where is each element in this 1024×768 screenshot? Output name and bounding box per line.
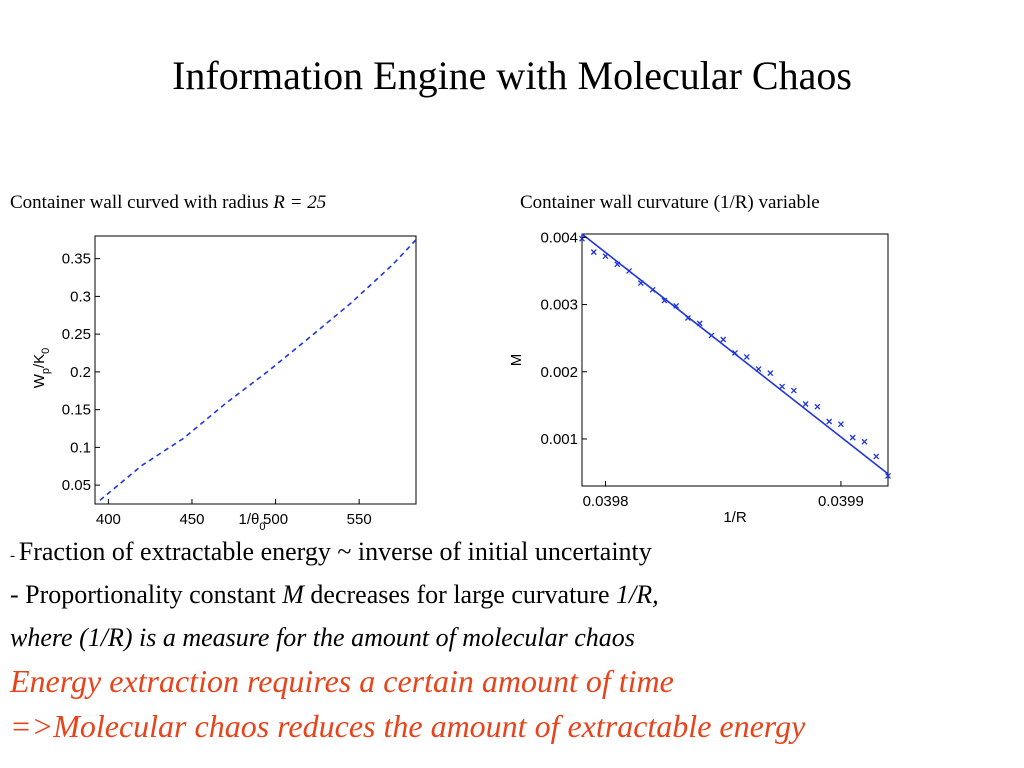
c2-data-point	[649, 286, 656, 293]
chart2-y-axis-label: M	[508, 354, 525, 367]
c2-data-point	[743, 354, 750, 360]
chart1-y-ticks: 0.05 0.1 0.15 0.2 0.25 0.3 0.35	[62, 251, 100, 494]
c2-series-line-0	[581, 233, 889, 475]
chart1-x-ticks: 400 450 500 550	[96, 499, 372, 528]
c2-data-point	[626, 268, 633, 274]
slide-title: Information Engine with Molecular Chaos	[172, 53, 852, 98]
c2-data-point	[779, 383, 786, 390]
c1-y-tick-label: 0.2	[70, 364, 91, 381]
c1-y-tick-label: 0.3	[70, 288, 91, 305]
bullet-line-1: - Fraction of extractable energy ~ inver…	[10, 537, 652, 566]
c1-y-tick-label: 0.25	[62, 326, 91, 343]
chart-energy-vs-uncertainty: 400 450 500 550 0.05 0.1 0.15 0.2 0.25 0.3 0.35 1…	[31, 235, 417, 533]
c2-data-point	[614, 261, 621, 268]
c2-data-point	[637, 280, 644, 287]
c2-data-point	[873, 453, 880, 460]
c2-data-point	[790, 387, 797, 394]
c1-x-tick-label: 400	[96, 511, 121, 528]
c1-y-tick-label: 0.1	[70, 439, 91, 456]
c2-x-tick-label: 0.0399	[818, 493, 864, 510]
c2-data-point	[826, 418, 833, 425]
conclusion-line-1: Energy extraction requires a certain amo…	[10, 663, 674, 699]
c2-data-point	[755, 366, 762, 373]
chart1-x-axis-label-sub: 0	[259, 521, 265, 533]
c1-series-line-0	[99, 239, 417, 501]
chart2-x-axis-label: 1/R	[723, 509, 747, 526]
c2-data-point	[708, 332, 715, 339]
c2-data-point	[661, 297, 668, 304]
c1-x-tick-label: 450	[179, 511, 204, 528]
conclusion-line-2: =>Molecular chaos reduces the amount of …	[10, 708, 806, 744]
c1-x-tick-label: 550	[347, 511, 372, 528]
c2-data-point	[802, 401, 809, 407]
c1-x-tick-label: 500	[263, 511, 288, 528]
c2-data-point	[885, 472, 891, 479]
c2-data-point	[767, 370, 774, 377]
c2-data-point	[590, 249, 597, 256]
left-caption-variable: R = 25	[273, 192, 327, 213]
c2-data-point	[602, 253, 609, 260]
chart2-series	[579, 233, 891, 479]
c2-data-point	[720, 336, 727, 343]
chart1-x-axis-label: 1/θ0	[239, 511, 266, 533]
left-chart-caption: Container wall curved with radius R = 25	[10, 192, 326, 214]
c2-y-tick-label: 0.004	[540, 229, 578, 246]
bullet-line-2: - Proportionality constant M decreases f…	[10, 580, 659, 609]
bullet-line-3: where (1/R) is a measure for the amount …	[10, 623, 635, 652]
c2-y-tick-label: 0.001	[540, 431, 578, 448]
c1-y-tick-label: 0.15	[62, 402, 91, 419]
c2-data-point	[837, 421, 844, 428]
chart-m-vs-curvature: 0.0398 0.0399 0.001 0.002 0.003 0.004 1/R M	[508, 229, 891, 526]
chart2-y-ticks: 0.001 0.002 0.003 0.004	[540, 229, 587, 448]
c2-data-point	[861, 438, 868, 445]
c2-data-point	[814, 403, 821, 410]
c2-data-point	[696, 320, 703, 327]
c2-data-point	[732, 349, 738, 356]
chart2-x-ticks: 0.0398 0.0399	[583, 481, 864, 510]
c2-data-point	[684, 315, 691, 321]
c2-y-tick-label: 0.002	[540, 364, 578, 381]
c2-x-tick-label: 0.0398	[583, 493, 629, 510]
bullet-list: - Fraction of extractable energy ~ inver…	[10, 530, 1020, 749]
c1-y-tick-label: 0.35	[62, 251, 91, 268]
c2-y-tick-label: 0.003	[540, 297, 578, 314]
chart1-y-axis-label: Wp/K0	[31, 348, 52, 389]
c2-data-point	[849, 434, 856, 441]
chart2-plot-frame	[581, 233, 889, 487]
right-chart-caption: Container wall curvature (1/R) variable	[520, 192, 820, 213]
c2-data-point	[673, 302, 680, 309]
chart1-series	[99, 239, 417, 501]
c1-y-tick-label: 0.05	[62, 477, 91, 494]
chart1-plot-frame	[94, 235, 417, 505]
left-caption-text: Container wall curved with radius	[10, 192, 274, 213]
